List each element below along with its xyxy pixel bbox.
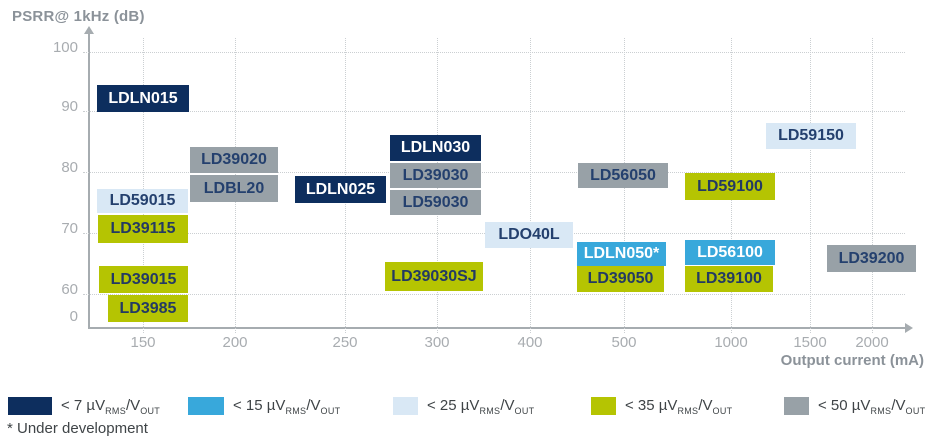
x-axis-line xyxy=(88,327,906,329)
legend-item-lt7: < 7 µVRMS/VOUT xyxy=(8,394,160,418)
legend-swatch-lt15 xyxy=(188,397,224,415)
y-tick-label: 80 xyxy=(61,159,78,176)
y-tick-label: 100 xyxy=(52,39,78,56)
legend-label-lt50: < 50 µVRMS/VOUT xyxy=(818,396,926,416)
part-box-LDLN015: LDLN015 xyxy=(97,85,189,112)
part-box-LD59030: LD59030 xyxy=(390,190,481,215)
part-box-LD59100: LD59100 xyxy=(685,173,775,200)
y-gridline-60 xyxy=(83,294,905,295)
y-tick-label: 60 xyxy=(61,281,78,298)
x-gridline-150 xyxy=(143,38,144,333)
legend-swatch-lt7 xyxy=(8,397,52,415)
legend-label-lt35: < 35 µVRMS/VOUT xyxy=(625,396,733,416)
part-box-LDBL20: LDBL20 xyxy=(190,175,278,202)
y-axis-line xyxy=(88,33,90,328)
x-tick-label: 150 xyxy=(130,334,156,351)
legend-item-lt35: < 35 µVRMS/VOUT xyxy=(591,394,732,418)
x-gridline-2000 xyxy=(872,38,873,333)
x-tick-label: 1000 xyxy=(714,334,748,351)
x-tick-label: 500 xyxy=(611,334,637,351)
x-tick-label: 300 xyxy=(424,334,450,351)
legend-item-lt25: < 25 µVRMS/VOUT xyxy=(393,394,534,418)
part-box-LDLN050: LDLN050* xyxy=(577,242,666,266)
part-box-LDLN030: LDLN030 xyxy=(390,135,481,161)
x-tick-label: 200 xyxy=(222,334,248,351)
legend-item-lt50: < 50 µVRMS/VOUT xyxy=(784,394,925,418)
x-gridline-1500 xyxy=(810,38,811,333)
part-box-LD39200: LD39200 xyxy=(827,245,916,272)
part-box-LD59015: LD59015 xyxy=(97,189,188,213)
part-box-LD39100: LD39100 xyxy=(685,266,773,292)
legend-swatch-lt50 xyxy=(784,397,809,415)
x-tick-label: 2000 xyxy=(855,334,889,351)
x-tick-label: 250 xyxy=(332,334,358,351)
part-box-LD59150: LD59150 xyxy=(766,123,856,149)
part-box-LD39015: LD39015 xyxy=(99,266,188,293)
part-box-LDO40L: LDO40L xyxy=(485,222,573,248)
y-tick-label: 90 xyxy=(61,98,78,115)
part-box-LD39030SJ: LD39030SJ xyxy=(385,262,483,291)
y-gridline-80 xyxy=(83,172,905,173)
x-tick-label: 400 xyxy=(517,334,543,351)
part-box-LD56050: LD56050 xyxy=(578,163,668,188)
part-box-LD3985: LD3985 xyxy=(108,295,188,322)
under-development-footnote: * Under development xyxy=(7,420,148,437)
legend-label-lt7: < 7 µVRMS/VOUT xyxy=(61,396,161,416)
y-gridline-100 xyxy=(83,52,905,53)
y-tick-label: 0 xyxy=(69,308,78,325)
x-gridline-400 xyxy=(530,38,531,333)
part-box-LD39050: LD39050 xyxy=(577,266,664,292)
y-gridline-90 xyxy=(83,111,905,112)
part-box-LD39030: LD39030 xyxy=(390,163,481,188)
legend-label-lt25: < 25 µVRMS/VOUT xyxy=(427,396,535,416)
x-axis-label: Output current (mA) xyxy=(780,352,924,369)
legend-item-lt15: < 15 µVRMS/VOUT xyxy=(188,394,340,418)
legend: < 7 µVRMS/VOUT < 15 µVRMS/VOUT < 25 µVRMS/… xyxy=(0,394,940,420)
y-tick-label: 70 xyxy=(61,220,78,237)
y-axis-arrow-icon xyxy=(84,26,94,34)
part-box-LDLN025: LDLN025 xyxy=(295,176,386,203)
legend-swatch-lt35 xyxy=(591,397,616,415)
part-box-LD39115: LD39115 xyxy=(98,215,188,243)
part-box-LD39020: LD39020 xyxy=(190,147,278,173)
chart-title: PSRR@ 1kHz (dB) xyxy=(12,8,145,25)
x-tick-label: 1500 xyxy=(793,334,827,351)
legend-label-lt15: < 15 µVRMS/VOUT xyxy=(233,396,341,416)
legend-swatch-lt25 xyxy=(393,397,418,415)
part-box-LD56100: LD56100 xyxy=(685,240,775,265)
x-axis-arrow-icon xyxy=(905,323,913,333)
